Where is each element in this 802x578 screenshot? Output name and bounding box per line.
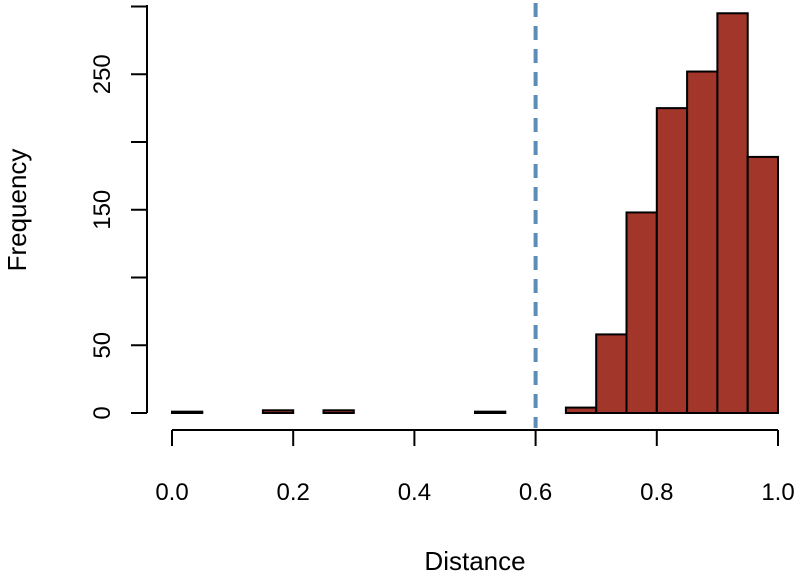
histogram-bar	[686, 70, 719, 414]
bars-group	[171, 12, 780, 415]
y-tick-label: 150	[89, 190, 116, 230]
x-axis-title: Distance	[424, 546, 525, 576]
y-axis-title: Frequency	[2, 149, 32, 272]
histogram-bar	[746, 155, 780, 414]
histogram-bar	[474, 410, 507, 414]
y-tick-label: 250	[89, 54, 116, 94]
histogram-bar	[625, 211, 658, 414]
histogram-bar	[322, 409, 355, 415]
x-axis: 0.0 0.2 0.4 0.6 0.8 1.0	[155, 429, 795, 506]
x-tick-label: 1.0	[761, 479, 794, 506]
histogram-bar	[655, 107, 689, 414]
histogram-bar	[595, 333, 628, 414]
histogram-bar	[171, 410, 204, 414]
x-tick-label: 0.4	[398, 479, 431, 506]
histogram-bar	[716, 12, 749, 415]
x-tick-label: 0.2	[277, 479, 310, 506]
x-tick-label: 0.0	[155, 479, 188, 506]
x-tick-label: 0.6	[519, 479, 552, 506]
histogram-bar	[261, 409, 295, 415]
x-tick-label: 0.8	[640, 479, 673, 506]
y-tick-label: 50	[89, 332, 116, 359]
histogram-bar	[564, 406, 598, 414]
y-axis: 0 50 150 250	[89, 5, 148, 420]
y-tick-label: 0	[89, 406, 116, 419]
